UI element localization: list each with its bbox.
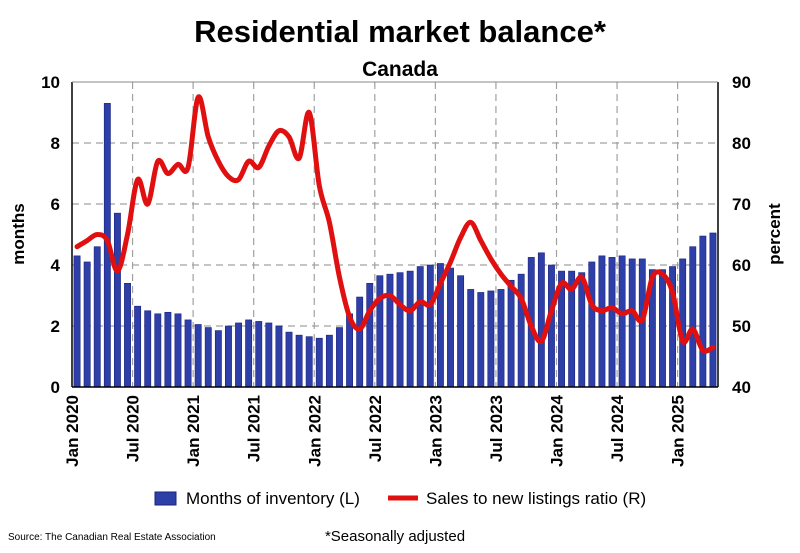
inventory-bar (659, 269, 666, 388)
inventory-bar (214, 330, 222, 388)
inventory-bar (144, 310, 152, 388)
legend-line-label: Sales to new listings ratio (R) (426, 489, 646, 508)
inventory-bar (689, 246, 697, 388)
inventory-bar (315, 337, 323, 388)
inventory-bar (507, 279, 515, 388)
inventory-bar (336, 327, 343, 388)
inventory-bar (709, 232, 717, 388)
inventory-bar (305, 336, 313, 388)
chart-subtitle: Canada (362, 58, 438, 81)
inventory-bar (366, 282, 374, 388)
x-tick-label: Jan 2020 (63, 395, 82, 467)
inventory-bar (406, 270, 414, 388)
x-tick-label: Jul 2024 (608, 394, 627, 462)
inventory-bar (275, 325, 283, 388)
ratio-line (74, 94, 716, 354)
inventory-bar (426, 264, 434, 388)
inventory-bar (628, 258, 636, 388)
x-tick-label: Jul 2021 (245, 395, 264, 462)
inventory-bar (83, 261, 91, 388)
y-axis-left-title: months (9, 203, 28, 264)
legend-bar-label: Months of inventory (L) (186, 489, 360, 508)
x-tick-label: Jan 2024 (548, 394, 567, 466)
x-tick-label: Jan 2021 (184, 395, 203, 467)
y-right-tick-label: 90 (732, 73, 751, 92)
inventory-bar (124, 282, 131, 388)
inventory-bar (285, 331, 293, 388)
x-tick-label: Jul 2020 (124, 395, 143, 462)
inventory-bar (487, 290, 495, 388)
legend-bar-swatch (154, 491, 177, 506)
y-left-tick-label: 2 (51, 317, 60, 336)
inventory-bar (164, 311, 172, 388)
inventory-bar (174, 313, 182, 388)
inventory-bar (578, 272, 586, 388)
inventory-bar (396, 272, 404, 388)
y-right-tick-label: 50 (732, 317, 751, 336)
inventory-bar (235, 322, 242, 388)
inventory-bar (325, 334, 333, 388)
inventory-bar (134, 305, 142, 388)
y-left-tick-label: 0 (51, 378, 60, 397)
inventory-bars (73, 103, 717, 388)
inventory-bar (457, 275, 465, 388)
y-right-tick-label: 60 (732, 256, 751, 275)
inventory-bar (386, 273, 394, 388)
inventory-bar (93, 246, 101, 388)
inventory-bar (255, 321, 263, 388)
inventory-bar (356, 296, 364, 388)
seasonal-note: *Seasonally adjusted (325, 528, 465, 545)
inventory-bar (194, 324, 202, 388)
inventory-bar (598, 255, 606, 388)
y-left-tick-label: 6 (51, 195, 60, 214)
x-tick-label: Jan 2025 (669, 395, 688, 467)
inventory-bar (467, 289, 475, 388)
axes (71, 81, 719, 388)
inventory-bar (184, 319, 192, 388)
inventory-bar (295, 334, 303, 388)
inventory-bar (608, 257, 616, 388)
source-note: Source: The Canadian Real Estate Associa… (8, 532, 216, 543)
inventory-bar (588, 261, 596, 388)
inventory-bar (699, 235, 707, 388)
tick-labels: 0 2 4 6 8 10 40 50 60 70 80 90 Jan 2020 Jul 2020 Jan 2… (41, 73, 751, 467)
inventory-bar (497, 289, 505, 388)
y-axis-right-title: percent (765, 203, 784, 265)
y-right-tick-label: 80 (732, 134, 751, 153)
inventory-bar (73, 255, 81, 388)
inventory-bar (537, 252, 545, 388)
inventory-bar (477, 292, 485, 388)
x-tick-label: Jul 2023 (487, 395, 506, 462)
legend: Months of inventory (L) Sales to new lis… (154, 489, 646, 508)
inventory-bar (113, 212, 121, 388)
y-left-tick-label: 8 (51, 134, 60, 153)
inventory-bar (154, 313, 162, 388)
y-right-tick-label: 40 (732, 378, 751, 397)
y-left-tick-label: 10 (41, 73, 60, 92)
inventory-bar (225, 325, 232, 388)
x-tick-label: Jul 2022 (366, 395, 385, 462)
inventory-bar (376, 275, 384, 388)
chart-title: Residential market balance* (194, 14, 607, 49)
x-tick-label: Jan 2022 (305, 395, 324, 467)
inventory-bar (618, 255, 626, 388)
y-left-tick-label: 4 (51, 256, 61, 275)
x-tick-label: Jan 2023 (426, 395, 445, 467)
inventory-bar (416, 266, 424, 388)
y-right-tick-label: 70 (732, 195, 751, 214)
inventory-bar (204, 327, 212, 388)
inventory-bar (265, 322, 273, 388)
inventory-bar (447, 267, 454, 388)
inventory-bar (245, 319, 253, 388)
